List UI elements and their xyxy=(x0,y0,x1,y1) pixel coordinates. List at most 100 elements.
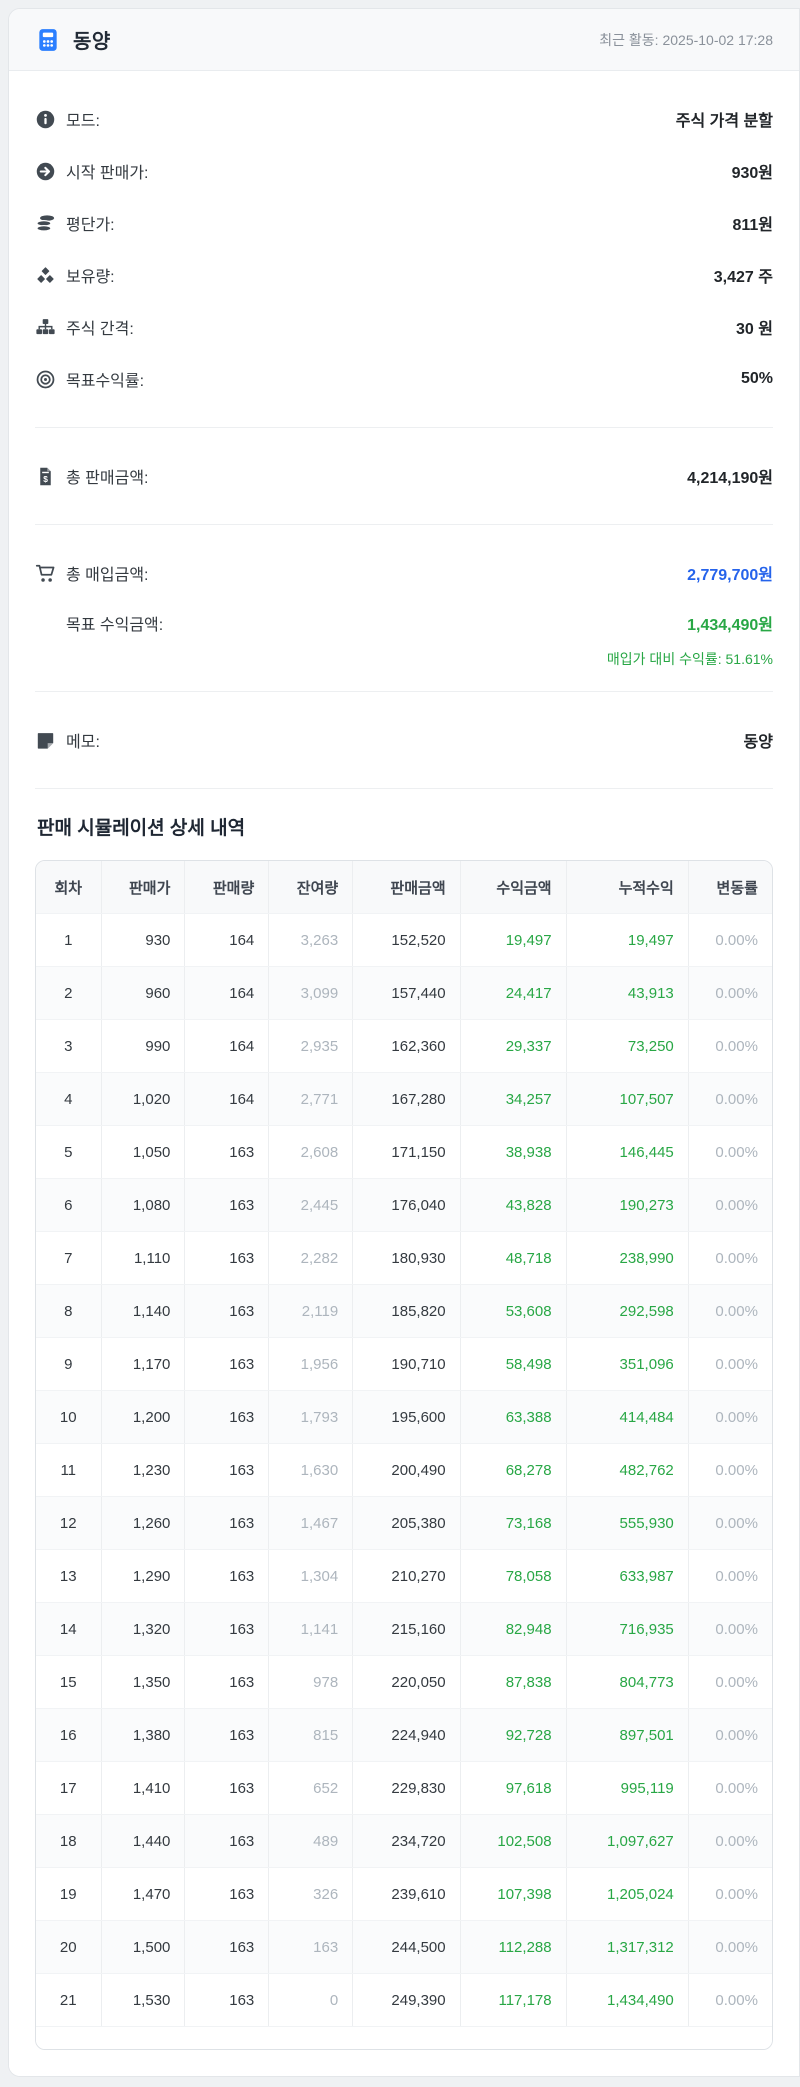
card-body: 모드: 주식 가격 분할 시작 판매가: 930원 평단가: 811원 보유량: 3,427 … xyxy=(9,71,799,2076)
cell-round: 7 xyxy=(36,1232,102,1284)
cell-change-rate: 0.00% xyxy=(715,1143,758,1161)
cell-remaining-qty: 1,141 xyxy=(269,1603,354,1655)
cell-cumulative-profit: 107,507 xyxy=(567,1073,689,1125)
sticky-note-icon xyxy=(35,730,56,751)
cell-sale-price: 1,050 xyxy=(102,1126,186,1178)
cell-sale-price: 1,020 xyxy=(102,1073,186,1125)
info-circle-icon xyxy=(35,109,56,130)
cell-change-rate: 0.00% xyxy=(715,1991,758,2009)
info-row-1: 시작 판매가: 930원 xyxy=(35,145,773,197)
cell-sale-qty: 163 xyxy=(185,1550,270,1602)
cell-sale-amount: 200,490 xyxy=(353,1444,461,1496)
table-header-row: 회차 판매가 판매량 잔여량 판매금액 수익금액 누적수익 변동률 xyxy=(36,861,772,914)
cell-sale-qty: 163 xyxy=(185,1709,270,1761)
cell-remaining-qty: 1,956 xyxy=(269,1338,354,1390)
divider xyxy=(35,788,773,789)
cell-change-rate: 0.00% xyxy=(715,1249,758,1267)
cell-cumulative-profit: 292,598 xyxy=(567,1285,689,1337)
cell-sale-price: 960 xyxy=(102,967,186,1019)
info-row-0: 모드: 주식 가격 분할 xyxy=(35,93,773,145)
cell-profit-amount: 38,938 xyxy=(461,1126,567,1178)
cell-round: 9 xyxy=(36,1338,102,1390)
cell-round: 6 xyxy=(36,1179,102,1231)
card-header: 동양 최근 활동: 2025-10-02 17:28 xyxy=(9,9,799,71)
cell-profit-amount: 53,608 xyxy=(461,1285,567,1337)
cell-change-rate: 0.00% xyxy=(715,1832,758,1850)
info-label: 주식 간격: xyxy=(66,321,134,338)
cell-sale-amount: 167,280 xyxy=(353,1073,461,1125)
cell-change-rate: 0.00% xyxy=(715,1885,758,1903)
info-value: 811원 xyxy=(732,217,773,234)
info-label: 모드: xyxy=(66,113,100,130)
info-row-2: 평단가: 811원 xyxy=(35,197,773,249)
table-row-15: 15 1,350 163 978 220,050 87,838 804,773 0.00% xyxy=(36,1656,772,1709)
cell-sale-price: 1,350 xyxy=(102,1656,186,1708)
total-purchase-label: 총 매입금액: xyxy=(66,567,149,584)
column-header-change-rate: 변동률 xyxy=(716,879,758,897)
memo-row: 메모: 동양 xyxy=(35,714,773,766)
cell-cumulative-profit: 995,119 xyxy=(567,1762,689,1814)
cell-round: 21 xyxy=(36,1974,102,2026)
cell-sale-qty: 164 xyxy=(185,1073,270,1125)
cell-sale-price: 1,380 xyxy=(102,1709,186,1761)
cell-change-rate: 0.00% xyxy=(715,1355,758,1373)
cell-sale-price: 1,290 xyxy=(102,1550,186,1602)
cell-change-rate: 0.00% xyxy=(715,1673,758,1691)
cell-cumulative-profit: 190,273 xyxy=(567,1179,689,1231)
cell-sale-amount: 195,600 xyxy=(353,1391,461,1443)
table-row-14: 14 1,320 163 1,141 215,160 82,948 716,935 0.00% xyxy=(36,1603,772,1656)
cell-profit-amount: 19,497 xyxy=(461,914,567,966)
cell-cumulative-profit: 716,935 xyxy=(567,1603,689,1655)
simulation-table: 회차 판매가 판매량 잔여량 판매금액 수익금액 누적수익 변동률 1 930 164 3,263 15… xyxy=(35,860,773,2050)
cell-cumulative-profit: 1,434,490 xyxy=(567,1974,689,2026)
cell-sale-price: 1,530 xyxy=(102,1974,186,2026)
cell-sale-price: 1,500 xyxy=(102,1921,186,1973)
cell-sale-price: 1,410 xyxy=(102,1762,186,1814)
cell-cumulative-profit: 1,097,627 xyxy=(567,1815,689,1867)
profit-rate-note: 매입가 대비 수익률: 51.61% xyxy=(606,651,773,667)
table-row-4: 4 1,020 164 2,771 167,280 34,257 107,507 0.00% xyxy=(36,1073,772,1126)
cell-remaining-qty: 2,608 xyxy=(269,1126,354,1178)
cell-cumulative-profit: 73,250 xyxy=(567,1020,689,1072)
column-header-sale-amount: 판매금액 xyxy=(353,861,461,913)
cell-sale-amount: 157,440 xyxy=(353,967,461,1019)
table-row-16: 16 1,380 163 815 224,940 92,728 897,501 0.00% xyxy=(36,1709,772,1762)
cell-change-rate: 0.00% xyxy=(715,984,758,1002)
table-row-9: 9 1,170 163 1,956 190,710 58,498 351,096 0.00% xyxy=(36,1338,772,1391)
cell-sale-price: 1,140 xyxy=(102,1285,186,1337)
cell-sale-qty: 163 xyxy=(185,1762,270,1814)
cell-profit-amount: 58,498 xyxy=(461,1338,567,1390)
cell-sale-qty: 164 xyxy=(185,967,270,1019)
cell-cumulative-profit: 351,096 xyxy=(567,1338,689,1390)
cell-profit-amount: 92,728 xyxy=(461,1709,567,1761)
table-row-1: 1 930 164 3,263 152,520 19,497 19,497 0.00% xyxy=(36,914,772,967)
cell-remaining-qty: 3,263 xyxy=(269,914,354,966)
cell-remaining-qty: 815 xyxy=(269,1709,354,1761)
cell-profit-amount: 68,278 xyxy=(461,1444,567,1496)
cell-remaining-qty: 1,304 xyxy=(269,1550,354,1602)
cell-remaining-qty: 652 xyxy=(269,1762,354,1814)
column-header-round: 회차 xyxy=(36,861,102,913)
cell-change-rate: 0.00% xyxy=(715,1567,758,1585)
cell-round: 11 xyxy=(36,1444,102,1496)
table-row-3: 3 990 164 2,935 162,360 29,337 73,250 0.00% xyxy=(36,1020,772,1073)
memo-label: 메모: xyxy=(66,734,100,751)
cell-profit-amount: 73,168 xyxy=(461,1497,567,1549)
cell-change-rate: 0.00% xyxy=(715,1779,758,1797)
info-row-3: 보유량: 3,427 주 xyxy=(35,249,773,301)
column-header-sale-qty: 판매량 xyxy=(185,861,270,913)
cell-sale-qty: 163 xyxy=(185,1391,270,1443)
last-activity: 최근 활동: 2025-10-02 17:28 xyxy=(599,31,773,48)
cell-cumulative-profit: 1,205,024 xyxy=(567,1868,689,1920)
cell-sale-amount: 205,380 xyxy=(353,1497,461,1549)
cell-cumulative-profit: 414,484 xyxy=(567,1391,689,1443)
cell-round: 8 xyxy=(36,1285,102,1337)
cell-sale-price: 1,470 xyxy=(102,1868,186,1920)
divider xyxy=(35,691,773,692)
cell-sale-amount: 190,710 xyxy=(353,1338,461,1390)
cell-sale-amount: 176,040 xyxy=(353,1179,461,1231)
cell-profit-amount: 63,388 xyxy=(461,1391,567,1443)
cell-change-rate: 0.00% xyxy=(715,931,758,949)
cell-change-rate: 0.00% xyxy=(715,1302,758,1320)
cell-sale-qty: 163 xyxy=(185,1868,270,1920)
